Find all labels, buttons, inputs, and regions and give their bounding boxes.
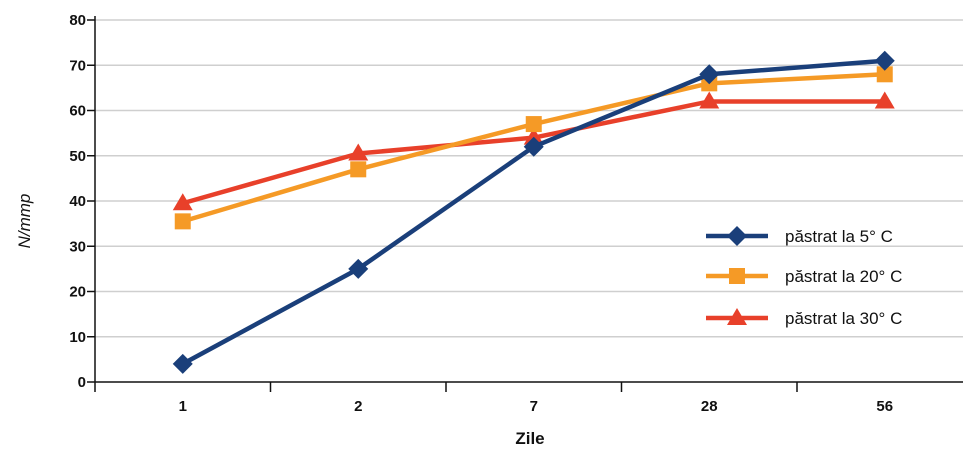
legend-label: păstrat la 20° C <box>785 267 902 286</box>
data-series <box>172 50 895 374</box>
data-point <box>874 50 895 71</box>
legend-item: păstrat la 30° C <box>706 308 902 328</box>
y-tick-label: 0 <box>78 374 86 391</box>
y-axis-title: N/mmp <box>15 194 34 249</box>
data-point <box>699 64 720 85</box>
data-point <box>523 136 544 157</box>
legend-marker <box>729 268 745 284</box>
data-point <box>699 91 720 109</box>
legend-label: păstrat la 30° C <box>785 309 902 328</box>
legend-item: păstrat la 5° C <box>706 226 893 246</box>
x-tick-label: 2 <box>354 398 362 415</box>
y-tick-label: 40 <box>69 193 86 210</box>
data-point <box>350 161 367 178</box>
series-0 <box>172 50 895 374</box>
legend-marker <box>727 308 747 325</box>
y-tick-label: 70 <box>69 57 86 74</box>
gridlines <box>95 19 963 338</box>
series-1 <box>174 66 893 230</box>
x-tick-label: 7 <box>530 398 538 415</box>
data-point <box>348 258 369 279</box>
axes: 0 10 20 30 40 50 60 70 80 1 2 7 28 56 <box>69 12 963 415</box>
x-tick-label: 28 <box>701 398 718 415</box>
data-point <box>874 91 895 109</box>
legend-marker <box>727 226 747 246</box>
data-point <box>174 213 191 230</box>
y-tick-label: 10 <box>69 329 86 346</box>
y-tick-label: 30 <box>69 238 86 255</box>
data-point <box>348 143 369 161</box>
data-point <box>172 193 193 211</box>
y-tick-label: 20 <box>69 284 86 301</box>
x-tick-label: 56 <box>876 398 893 415</box>
legend: păstrat la 5° C păstrat la 20° C păstrat l… <box>706 226 902 328</box>
y-tick-label: 50 <box>69 148 86 165</box>
data-point <box>523 127 544 145</box>
x-tick-label: 1 <box>179 398 187 415</box>
y-tick-label: 80 <box>69 12 86 29</box>
data-point <box>172 353 193 374</box>
data-point <box>525 116 542 133</box>
legend-item: păstrat la 20° C <box>706 267 902 286</box>
legend-label: păstrat la 5° C <box>785 227 893 246</box>
series-line <box>181 58 885 366</box>
data-point <box>876 66 893 83</box>
y-tick-label: 60 <box>69 103 86 120</box>
x-axis-title: Zile <box>515 429 544 448</box>
